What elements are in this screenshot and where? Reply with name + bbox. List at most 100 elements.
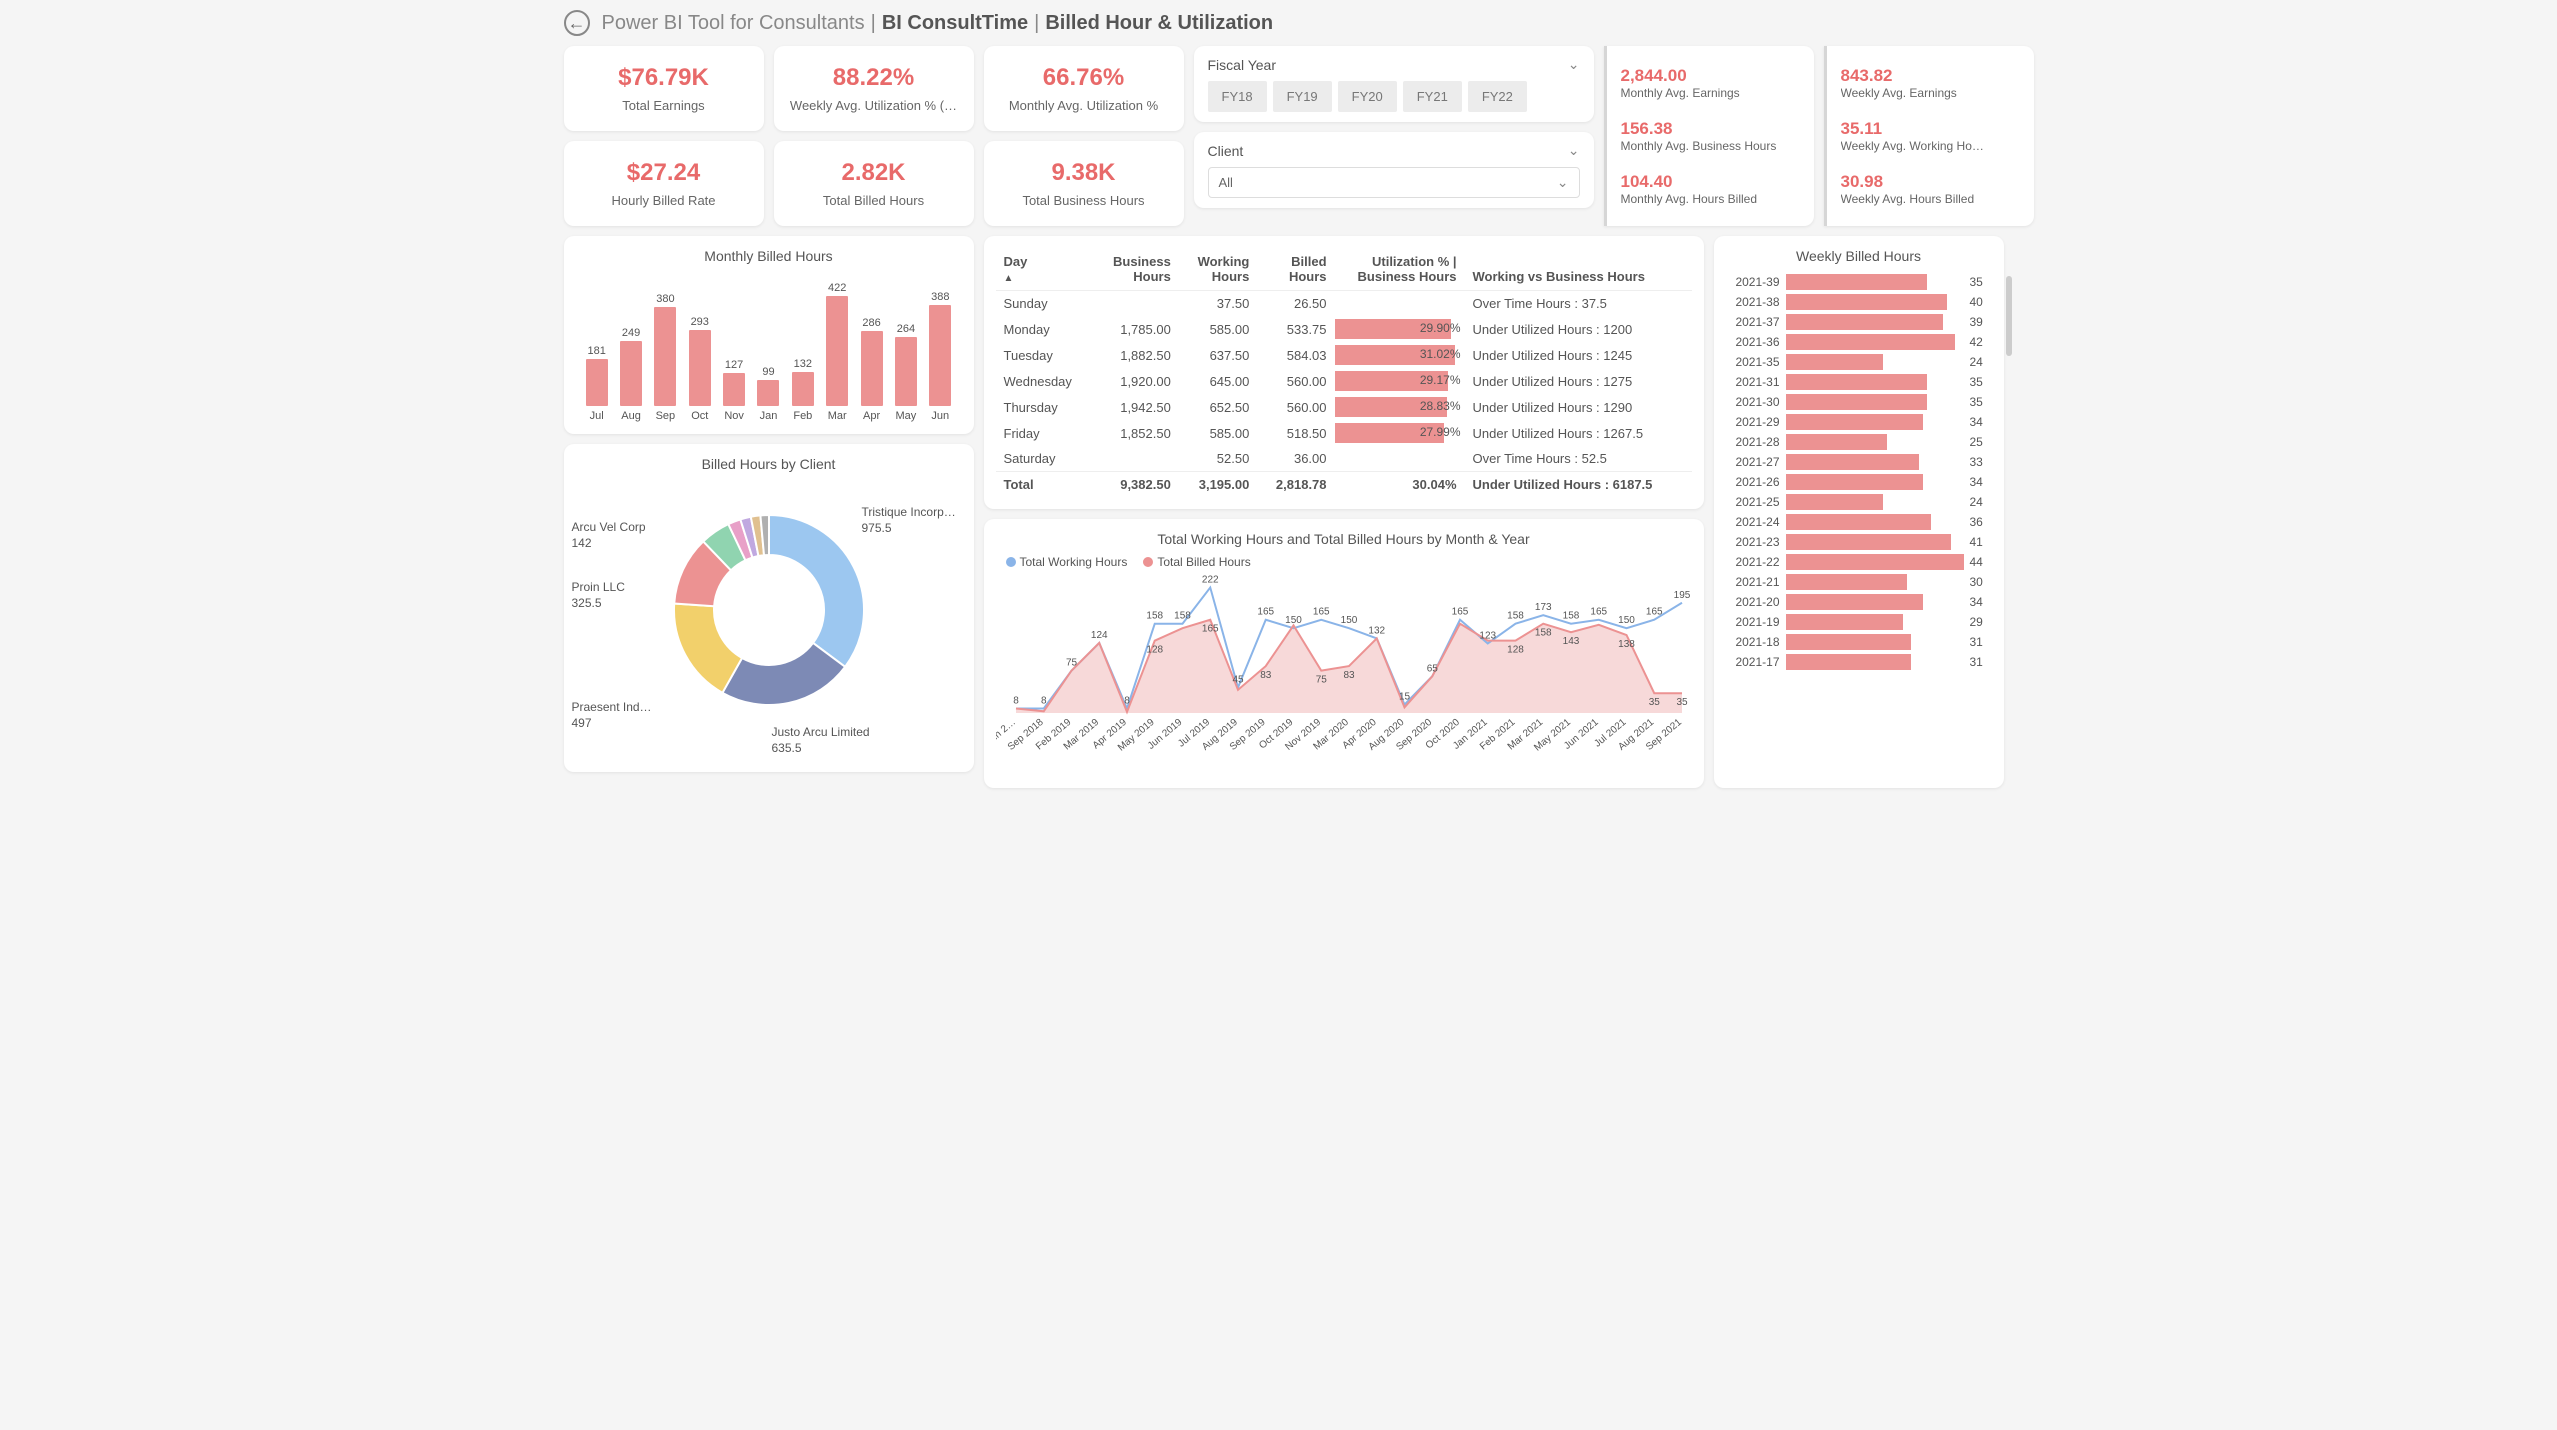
- bar[interactable]: 249Aug: [616, 327, 646, 422]
- legend-dot-icon: [1006, 557, 1016, 567]
- bar[interactable]: 286Apr: [857, 317, 887, 422]
- weekly-bar-row[interactable]: 2021-28 25: [1726, 434, 1992, 450]
- weekly-bar-row[interactable]: 2021-25 24: [1726, 494, 1992, 510]
- bar[interactable]: 264May: [891, 323, 921, 422]
- fiscal-year-option[interactable]: FY20: [1338, 81, 1397, 112]
- bar-value: 249: [622, 327, 640, 339]
- bar-value: 388: [931, 291, 949, 303]
- monthly-billed-chart[interactable]: Monthly Billed Hours 181Jul249Aug380Sep2…: [564, 236, 974, 434]
- divider: |: [871, 12, 876, 35]
- bar[interactable]: 127Nov: [719, 359, 749, 422]
- data-label: 150: [1618, 615, 1635, 626]
- bar-value: 33: [1970, 455, 1992, 469]
- bar-label: 2021-20: [1726, 595, 1786, 609]
- weekly-bar-row[interactable]: 2021-27 33: [1726, 454, 1992, 470]
- weekly-bar-row[interactable]: 2021-30 35: [1726, 394, 1992, 410]
- billed-by-client-chart[interactable]: Billed Hours by Client Tristique Incorp……: [564, 444, 974, 772]
- bar[interactable]: 388Jun: [925, 291, 955, 422]
- table-row[interactable]: Saturday52.5036.00 Over Time Hours : 52.…: [996, 446, 1692, 472]
- bar-label: 2021-29: [1726, 415, 1786, 429]
- bar-rect: [1786, 294, 1948, 310]
- scrollbar[interactable]: [2006, 276, 2012, 356]
- data-label: 165: [1257, 607, 1274, 618]
- weekly-bar-row[interactable]: 2021-26 34: [1726, 474, 1992, 490]
- small-kpi: 156.38Monthly Avg. Business Hours: [1621, 117, 1808, 155]
- weekly-bar-row[interactable]: 2021-24 36: [1726, 514, 1992, 530]
- weekly-bar-row[interactable]: 2021-39 35: [1726, 274, 1992, 290]
- legend-dot-icon: [1143, 557, 1153, 567]
- bar-rect: [654, 307, 676, 406]
- kpi-label: Weekly Avg. Working Ho…: [1841, 139, 2028, 153]
- bar[interactable]: 181Jul: [582, 345, 612, 422]
- data-label: 8: [1124, 695, 1130, 706]
- weekly-bar-row[interactable]: 2021-19 29: [1726, 614, 1992, 630]
- weekly-bar-row[interactable]: 2021-22 44: [1726, 554, 1992, 570]
- bar-label: 2021-25: [1726, 495, 1786, 509]
- bar-value: 29: [1970, 615, 1992, 629]
- fiscal-year-option[interactable]: FY21: [1403, 81, 1462, 112]
- table-row[interactable]: Friday1,852.50585.00518.50 27.99% Under …: [996, 420, 1692, 446]
- table-row[interactable]: Thursday1,942.50652.50560.00 28.83% Unde…: [996, 394, 1692, 420]
- table-row[interactable]: Wednesday1,920.00645.00560.00 29.17% Und…: [996, 368, 1692, 394]
- weekly-bar-row[interactable]: 2021-35 24: [1726, 354, 1992, 370]
- bar-rect: [620, 341, 642, 406]
- data-label: 158: [1507, 611, 1524, 622]
- bar-rect: [1786, 474, 1924, 490]
- client-slicer[interactable]: Client ⌄ All ⌄: [1194, 132, 1594, 208]
- fiscal-year-option[interactable]: FY18: [1208, 81, 1267, 112]
- client-dropdown[interactable]: All ⌄: [1208, 167, 1580, 198]
- weekly-bar-row[interactable]: 2021-23 41: [1726, 534, 1992, 550]
- table-row[interactable]: Tuesday1,882.50637.50584.03 31.02% Under…: [996, 342, 1692, 368]
- divider: |: [1034, 12, 1039, 35]
- bar-rect: [792, 372, 814, 406]
- donut-label: Justo Arcu Limited635.5: [772, 725, 870, 756]
- kpi-label: Total Business Hours: [994, 193, 1174, 208]
- table-row[interactable]: Sunday37.5026.50 Over Time Hours : 37.5: [996, 291, 1692, 317]
- weekly-billed-chart[interactable]: Weekly Billed Hours 2021-39 35 2021-38 40…: [1714, 236, 2004, 788]
- weekly-bar-row[interactable]: 2021-17 31: [1726, 654, 1992, 670]
- working-vs-billed-line-chart[interactable]: Total Working Hours and Total Billed Hou…: [984, 519, 1704, 788]
- data-label: 8: [1040, 695, 1046, 706]
- donut-slice[interactable]: [722, 643, 845, 705]
- back-button[interactable]: ←: [564, 10, 590, 36]
- small-kpi: 35.11Weekly Avg. Working Ho…: [1841, 117, 2028, 155]
- breadcrumb-prefix: Power BI Tool for Consultants: [602, 12, 865, 35]
- bar-value: 34: [1970, 415, 1992, 429]
- fiscal-year-slicer[interactable]: Fiscal Year ⌄ FY18FY19FY20FY21FY22: [1194, 46, 1594, 122]
- data-label: 158: [1534, 628, 1551, 639]
- weekly-bar-row[interactable]: 2021-31 35: [1726, 374, 1992, 390]
- legend-item[interactable]: Total Billed Hours: [1143, 555, 1250, 569]
- weekly-bar-row[interactable]: 2021-21 30: [1726, 574, 1992, 590]
- weekly-bar-row[interactable]: 2021-37 39: [1726, 314, 1992, 330]
- fiscal-year-option[interactable]: FY22: [1468, 81, 1527, 112]
- bar-rect: [757, 380, 779, 406]
- day-utilization-table[interactable]: Day▲ BusinessHoursWorkingHoursBilledHour…: [984, 236, 1704, 509]
- data-label: 150: [1340, 615, 1357, 626]
- table-row[interactable]: Monday1,785.00585.00533.75 29.90% Under …: [996, 316, 1692, 342]
- weekly-bar-row[interactable]: 2021-29 34: [1726, 414, 1992, 430]
- bar[interactable]: 293Oct: [685, 316, 715, 422]
- bar[interactable]: 99Jan: [753, 366, 783, 422]
- weekly-bar-row[interactable]: 2021-38 40: [1726, 294, 1992, 310]
- legend-item[interactable]: Total Working Hours: [1006, 555, 1128, 569]
- bar-value: 35: [1970, 275, 1992, 289]
- bar[interactable]: 422Mar: [822, 282, 852, 422]
- slicer-label: Fiscal Year: [1208, 57, 1276, 73]
- weekly-bar-row[interactable]: 2021-18 31: [1726, 634, 1992, 650]
- weekly-bar-row[interactable]: 2021-36 42: [1726, 334, 1992, 350]
- kpi-value: 30.98: [1841, 172, 2028, 192]
- bar-label: Jul: [590, 410, 604, 422]
- weekly-bar-row[interactable]: 2021-20 34: [1726, 594, 1992, 610]
- fiscal-year-option[interactable]: FY19: [1273, 81, 1332, 112]
- bar[interactable]: 132Feb: [788, 358, 818, 422]
- bar-value: 25: [1970, 435, 1992, 449]
- bar-value: 42: [1970, 335, 1992, 349]
- data-label: 158: [1146, 611, 1163, 622]
- donut-slice[interactable]: [769, 515, 864, 667]
- kpi-value: $76.79K: [574, 64, 754, 92]
- data-label: 124: [1090, 630, 1107, 641]
- bar-rect: [1786, 654, 1911, 670]
- chevron-down-icon: ⌄: [1557, 174, 1569, 191]
- chart-title: Weekly Billed Hours: [1726, 248, 1992, 264]
- bar[interactable]: 380Sep: [650, 293, 680, 422]
